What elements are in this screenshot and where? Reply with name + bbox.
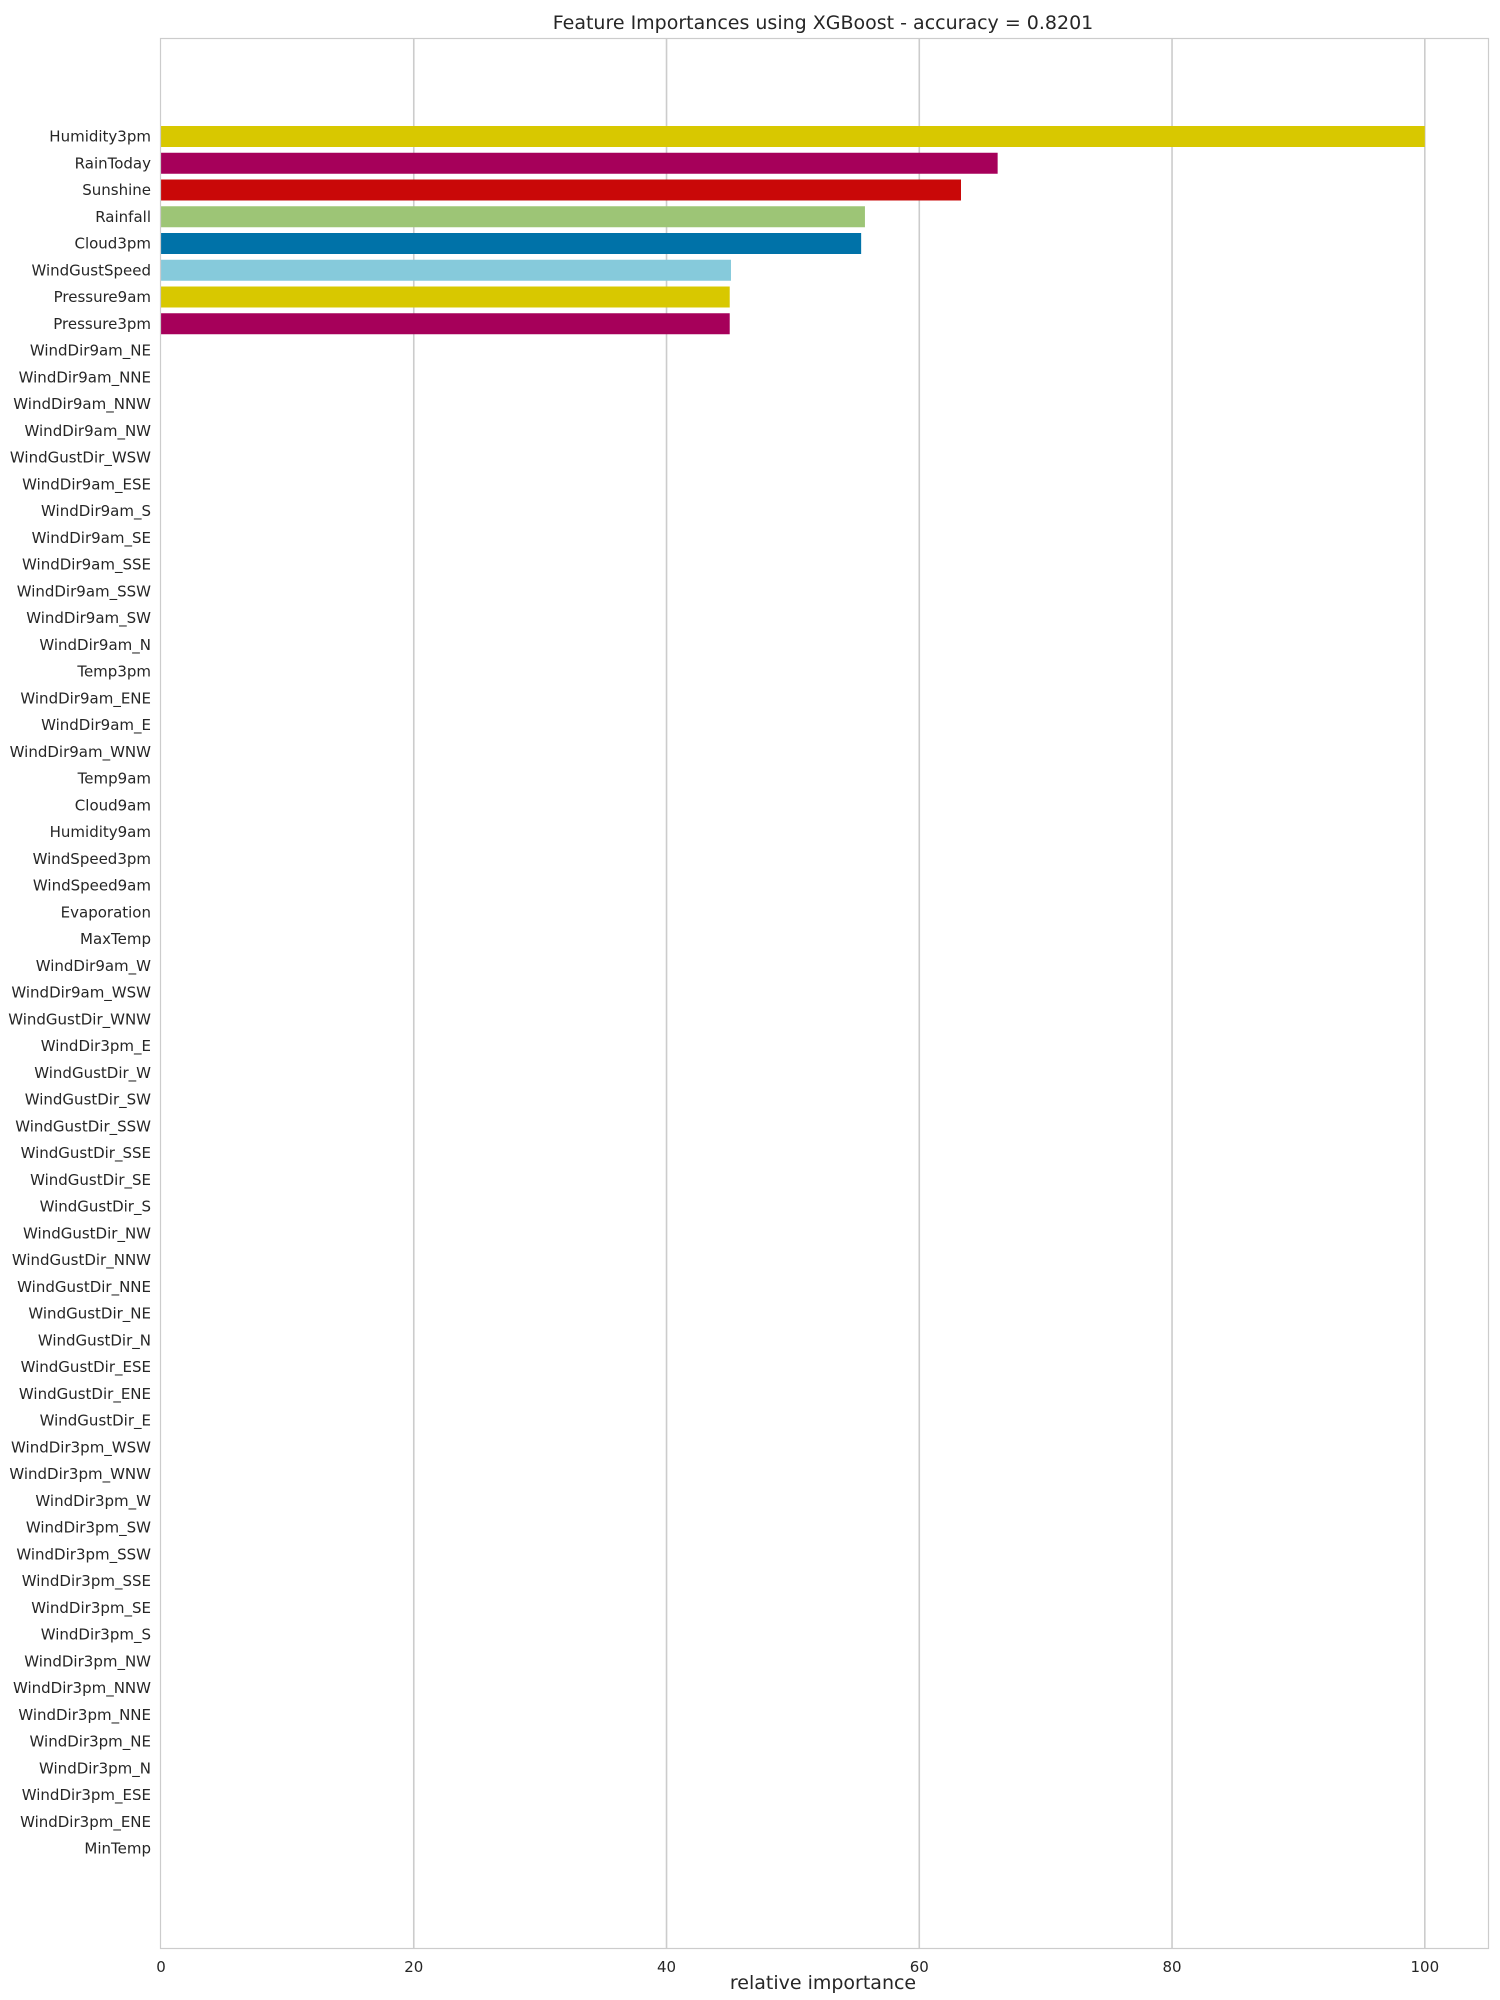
category-label-raintoday: RainToday [75,154,151,172]
category-label-windgustdir-s: WindGustDir_S [40,1198,151,1217]
bar-windgustspeed [161,259,731,281]
category-label-winddir9am-n: WindDir9am_N [39,636,151,655]
category-label-temp3pm: Temp3pm [76,663,151,681]
category-label-sunshine: Sunshine [82,181,151,199]
x-tick-labels: 0 20 40 60 80 100 [156,1958,1439,1976]
category-label-winddir9am-ene: WindDir9am_ENE [20,689,151,708]
plot-frame [159,37,1490,1950]
category-label-windgustdir-nw: WindGustDir_NW [23,1224,151,1243]
category-label-rainfall: Rainfall [95,208,151,226]
category-label-winddir3pm-s: WindDir3pm_S [41,1626,151,1645]
category-label-windgustdir-sw: WindGustDir_SW [25,1091,151,1110]
category-label-windgustdir-e: WindGustDir_E [40,1412,151,1431]
category-label-windspeed3pm: WindSpeed3pm [33,850,151,868]
category-label-humidity3pm: Humidity3pm [49,128,151,146]
category-label-winddir3pm-n: WindDir3pm_N [39,1759,151,1778]
category-label-winddir3pm-nnw: WindDir3pm_NNW [13,1679,151,1698]
category-label-winddir3pm-nne: WindDir3pm_NNE [18,1706,151,1725]
category-label-windgustdir-ene: WindGustDir_ENE [19,1385,151,1404]
category-label-cloud3pm: Cloud3pm [74,235,151,253]
category-label-windgustdir-wsw: WindGustDir_WSW [10,449,151,468]
category-label-windgustdir-ese: WindGustDir_ESE [21,1358,151,1377]
category-label-mintemp: MinTemp [84,1840,151,1858]
category-label-windspeed9am: WindSpeed9am [33,877,151,895]
x-tick-label: 20 [404,1958,423,1976]
category-label-cloud9am: Cloud9am [75,796,151,814]
category-label-winddir3pm-nw: WindDir3pm_NW [24,1652,151,1671]
category-label-maxtemp: MaxTemp [80,930,151,948]
category-label-temp9am: Temp9am [77,770,151,788]
bar-pressure3pm [161,313,730,335]
category-label-winddir3pm-wnw: WindDir3pm_WNW [9,1465,151,1484]
category-label-windgustdir-ssw: WindGustDir_SSW [15,1117,151,1136]
category-label-windgustspeed: WindGustSpeed [31,261,151,279]
category-label-winddir9am-ne: WindDir9am_NE [30,342,151,361]
category-label-evaporation: Evaporation [61,903,151,921]
category-label-winddir3pm-wsw: WindDir3pm_WSW [11,1438,151,1457]
bar-sunshine [161,179,961,201]
category-label-pressure3pm: Pressure3pm [53,315,151,333]
grid-lines [412,39,1426,1948]
category-label-windgustdir-nnw: WindGustDir_NNW [12,1251,151,1270]
category-label-winddir9am-nnw: WindDir9am_NNW [13,395,151,414]
category-label-winddir9am-ssw: WindDir9am_SSW [17,582,151,601]
chart-title: Feature Importances using XGBoost - accu… [553,12,1094,34]
category-label-windgustdir-nne: WindGustDir_NNE [17,1278,151,1297]
category-label-winddir9am-wnw: WindDir9am_WNW [10,743,151,762]
category-label-winddir9am-w: WindDir9am_W [36,957,151,976]
category-label-winddir3pm-ne: WindDir3pm_NE [30,1733,151,1752]
category-labels: Humidity3pm RainToday Sunshine Rainfall Clou… [8,128,151,1858]
category-label-winddir9am-sse: WindDir9am_SSE [22,556,151,575]
category-label-winddir9am-sw: WindDir9am_SW [26,609,151,628]
category-label-windgustdir-n: WindGustDir_N [38,1331,151,1350]
category-label-winddir9am-nw: WindDir9am_NW [25,422,152,441]
category-label-winddir3pm-se: WindDir3pm_SE [31,1599,151,1618]
bar-raintoday [161,152,998,174]
bars [161,126,1425,335]
category-label-humidity9am: Humidity9am [50,823,151,841]
category-label-windgustdir-w: WindGustDir_W [34,1064,151,1083]
x-tick-label: 0 [156,1958,166,1976]
bar-rainfall [161,206,865,228]
category-label-winddir3pm-ssw: WindDir3pm_SSW [16,1545,151,1564]
category-label-windgustdir-ne: WindGustDir_NE [28,1305,151,1324]
category-label-windgustdir-wnw: WindGustDir_WNW [8,1010,151,1029]
category-label-winddir9am-nne: WindDir9am_NNE [19,368,151,387]
category-label-winddir9am-se: WindDir9am_SE [32,529,151,548]
x-axis-label: relative importance [730,1972,916,1994]
category-label-windgustdir-se: WindGustDir_SE [30,1171,151,1190]
category-label-pressure9am: Pressure9am [54,288,151,306]
category-label-winddir3pm-ese: WindDir3pm_ESE [22,1786,151,1805]
category-label-winddir3pm-e: WindDir3pm_E [41,1037,151,1056]
x-tick-label: 100 [1410,1958,1439,1976]
category-label-winddir3pm-sw: WindDir3pm_SW [26,1519,151,1538]
bar-cloud3pm [161,233,862,254]
category-label-winddir9am-ese: WindDir9am_ESE [22,475,151,494]
category-label-winddir9am-s: WindDir9am_S [41,502,151,521]
category-label-winddir3pm-sse: WindDir3pm_SSE [22,1572,151,1591]
category-label-winddir3pm-ene: WindDir3pm_ENE [20,1813,151,1832]
x-tick-label: 60 [910,1958,929,1976]
x-tick-label: 40 [657,1958,676,1976]
category-label-winddir9am-e: WindDir9am_E [41,716,151,735]
category-label-windgustdir-sse: WindGustDir_SSE [21,1144,151,1163]
category-label-winddir9am-wsw: WindDir9am_WSW [11,984,151,1003]
bar-pressure9am [161,286,730,308]
x-tick-label: 80 [1163,1958,1182,1976]
category-label-winddir3pm-w: WindDir3pm_W [35,1492,151,1511]
bar-humidity3pm [161,126,1425,147]
